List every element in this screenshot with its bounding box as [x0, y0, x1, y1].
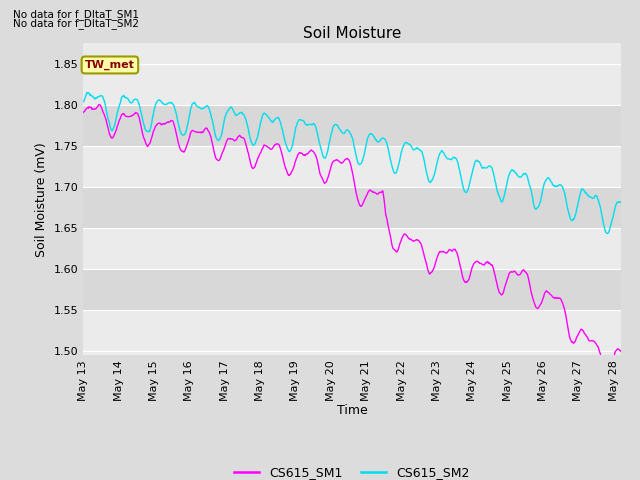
Bar [83, 146, 621, 187]
X-axis label: Time: Time [337, 404, 367, 417]
Text: No data for f_DltaT_SM2: No data for f_DltaT_SM2 [13, 18, 139, 29]
Bar [83, 187, 621, 228]
Bar [83, 269, 621, 310]
Y-axis label: Soil Moisture (mV): Soil Moisture (mV) [35, 142, 48, 257]
Title: Soil Moisture: Soil Moisture [303, 25, 401, 41]
Bar [83, 105, 621, 146]
Legend: CS615_SM1, CS615_SM2: CS615_SM1, CS615_SM2 [229, 461, 475, 480]
Text: No data for f_DltaT_SM1: No data for f_DltaT_SM1 [13, 9, 139, 20]
Bar [83, 64, 621, 105]
Bar [83, 228, 621, 269]
Bar [83, 310, 621, 351]
Text: TW_met: TW_met [85, 60, 135, 70]
